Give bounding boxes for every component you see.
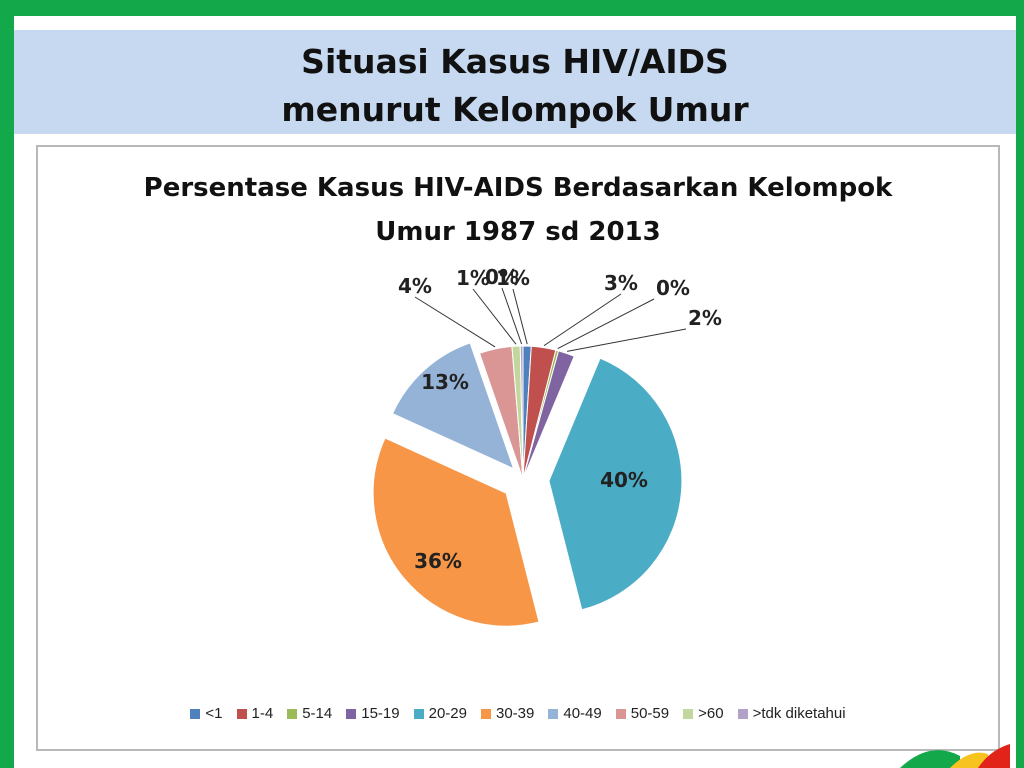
legend-item: >tdk diketahui [737,705,846,722]
left-accent-bar [0,16,14,768]
legend-label: 40-49 [563,705,602,722]
legend-label: <1 [205,705,223,722]
legend-item: 50-59 [615,705,670,722]
legend-label: >60 [698,705,724,722]
legend-swatch [413,708,424,719]
legend-label: >tdk diketahui [752,705,846,722]
data-label: 2% [688,306,722,330]
data-label: 0% [485,265,519,289]
chart-title-line2: Umur 1987 sd 2013 [375,217,661,247]
chart-legend: <1 1-4 5-14 15-19 20-29 30-39 40-49 50-59 >60 >td… [38,705,998,722]
legend-swatch [236,708,247,719]
leader-line [414,296,496,348]
slide-title-line2: menurut Kelompok Umur [281,90,749,129]
legend-item: 40-49 [548,705,602,722]
data-label: 1% [456,266,490,290]
legend-swatch [287,708,298,719]
slide-title-band: Situasi Kasus HIV/AIDS menurut Kelompok … [14,30,1016,134]
data-label: 3% [604,271,638,295]
legend-item: 30-39 [481,705,534,722]
legend-label: 1-4 [251,705,274,722]
slide-title-line1: Situasi Kasus HIV/AIDS [301,42,729,81]
chart-frame: Persentase Kasus HIV-AIDS Berdasarkan Ke… [36,145,1000,751]
legend-item: >60 [683,705,724,722]
legend-label: 5-14 [302,705,333,722]
pie-slice-40-49 [391,342,515,470]
leader-line [472,288,517,345]
legend-label: 50-59 [630,705,670,722]
legend-item: 15-19 [346,705,400,722]
data-label: 0% [656,276,690,300]
pie-slice-tdk-diketahui [519,345,524,480]
legend-label: 20-29 [428,705,467,722]
data-label: 36% [414,549,462,573]
leader-line [557,298,655,349]
legend-swatch [615,708,626,719]
legend-swatch [346,708,357,719]
legend-item: 1-4 [236,705,274,722]
legend-swatch [737,708,748,719]
legend-swatch [481,708,491,719]
data-label: 4% [398,274,432,298]
legend-label: 15-19 [361,705,400,722]
data-label: 1% [496,266,530,290]
data-label: 13% [421,370,469,394]
top-accent-bar [0,0,1024,16]
leader-line [512,288,528,345]
leader-line [501,287,523,345]
legend-item: <1 [190,705,223,722]
corner-logo-mark [900,744,1010,768]
legend-swatch [190,708,201,719]
legend-swatch [683,708,694,719]
pie-slice-15-19 [522,350,575,480]
right-accent-bar [1016,16,1024,768]
chart-title-line1: Persentase Kasus HIV-AIDS Berdasarkan Ke… [143,173,893,203]
data-label: 40% [600,468,648,492]
pie-slice-30-39 [372,437,540,627]
legend-item: 20-29 [413,705,467,722]
legend-item: 5-14 [287,705,332,722]
pie-slice-20-29 [548,357,683,611]
leader-line [543,293,622,347]
pie-chart: 1% 3% 0%2%40%36%13%4% 1%0% [372,265,722,627]
leader-line [567,328,687,352]
legend-swatch [548,708,559,719]
legend-label: 30-39 [496,705,535,722]
